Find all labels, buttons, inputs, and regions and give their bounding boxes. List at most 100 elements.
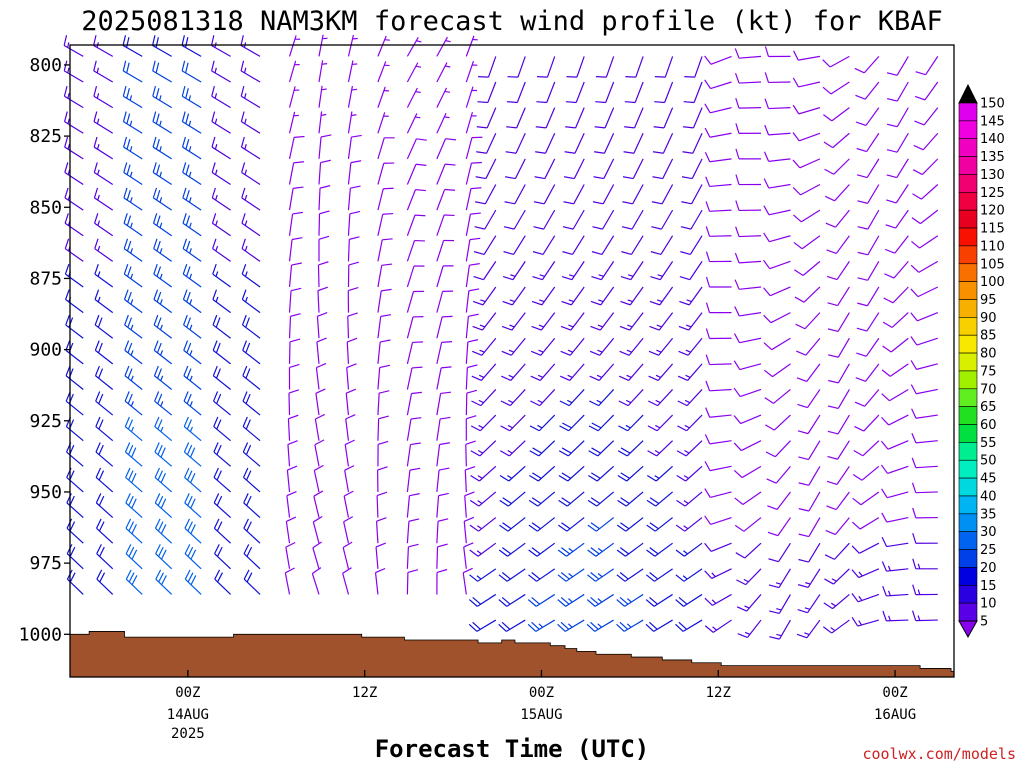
wind-barb-feather [501,325,513,331]
wind-barb-half-feather [479,324,486,328]
wind-barb-staff [631,209,644,230]
wind-barb-half-feather [214,118,218,124]
wind-barb-feather [314,464,324,471]
wind-barb-feather [828,379,839,384]
wind-barb-feather [792,159,801,169]
wind-barb-feather [242,340,248,351]
wind-barb-half-feather [537,424,543,429]
wind-barb-staff [866,312,880,332]
wind-barb-feather [408,543,419,548]
wind-barb-feather [881,536,888,547]
wind-barb-half-feather [478,374,485,378]
colorbar-segment [958,317,978,336]
wind-barb-staff [436,521,439,544]
wind-barb-feather [182,238,188,249]
wind-barb-feather [240,85,245,97]
wind-barb-half-feather [444,116,450,119]
wind-barb-feather [501,375,512,381]
colorbar-segment [958,567,978,586]
wind-barb-feather [764,72,770,83]
wind-barb-feather [857,226,868,230]
wind-barb-staff [662,133,674,154]
wind-barb-feather [350,160,362,164]
wind-barb-staff [594,593,614,607]
wind-barb-feather [290,287,302,292]
colorbar-label: 130 [980,168,1005,183]
wind-barb-staff [377,367,381,390]
wind-barb-staff [94,324,114,339]
wind-barb-staff [93,44,114,57]
wind-barb-feather [621,251,632,255]
wind-barb-feather [471,375,482,381]
wind-barb-half-feather [597,598,603,603]
wind-barb-half-feather [508,399,514,404]
wind-barb-staff [153,299,173,314]
wind-barb-feather [185,113,190,124]
wind-barb-feather [793,50,799,61]
wind-barb-staff [887,440,909,450]
wind-barb-feather [217,572,223,583]
wind-barb-staff [894,235,909,254]
wind-barb-staff [778,594,791,614]
wind-barb-half-feather [625,424,631,429]
wind-barb-half-feather [479,349,485,353]
wind-barb-staff [629,312,644,331]
wind-barb-feather [587,524,597,532]
wind-barb-feather [827,328,839,333]
wind-barb-feather [160,524,167,534]
wind-barb-staff [837,389,850,409]
wind-barb-staff [916,388,938,395]
colorbar-label: 55 [980,436,997,451]
wind-barb-feather [621,226,633,230]
wind-barb-staff [184,476,202,493]
wind-barb-half-feather [655,424,661,429]
wind-barb-feather [648,350,659,356]
wind-barb-feather [675,549,685,557]
wind-barb-feather [620,300,631,306]
wind-barb-staff [463,521,467,544]
wind-barb-feather [560,325,572,331]
wind-barb-staff [436,470,440,493]
y-tick-label: 875 [29,268,62,289]
wind-barb-feather [886,174,897,179]
wind-barb-staff [406,163,417,185]
wind-barb-feather [64,136,69,148]
wind-barb-feather [535,151,546,154]
wind-barb-staff [377,239,383,262]
colorbar-segment [958,156,978,175]
chart-title: 2025081318 NAM3KM forecast wind profile … [81,6,943,37]
wind-barb-staff [768,132,791,136]
wind-barb-feather [211,187,216,199]
wind-barb-feather [185,62,189,74]
wind-barb-staff [685,440,703,457]
wind-barb-half-feather [415,90,421,94]
wind-barb-feather [98,393,104,404]
wind-barb-feather [912,584,917,595]
wind-barb-half-feather [626,349,632,353]
wind-barb-staff [286,495,291,518]
wind-barb-feather [645,599,655,607]
wind-barb-staff [124,375,143,390]
wind-barb-feather [617,499,627,507]
wind-barb-feather [315,388,326,394]
wind-barb-staff [768,107,791,110]
wind-barb-staff [709,235,732,237]
wind-barb-staff [566,517,585,532]
wind-barb-feather [475,176,487,180]
wind-barb-feather [591,275,602,281]
wind-barb-feather [851,545,860,554]
wind-barb-half-feather [244,271,248,277]
wind-barb-staff [507,542,526,557]
wind-barb-half-feather [96,93,100,99]
wind-barb-feather [467,364,478,369]
wind-barb-feather [529,475,539,482]
wind-barb-feather [531,325,542,331]
wind-barb-feather [500,400,511,407]
wind-barb-half-feather [568,547,574,552]
wind-barb-half-feather [159,299,163,305]
wind-barb-staff [541,286,556,306]
wind-barb-staff [313,470,320,493]
wind-barb-feather [415,163,427,166]
wind-barb-feather [851,521,861,530]
